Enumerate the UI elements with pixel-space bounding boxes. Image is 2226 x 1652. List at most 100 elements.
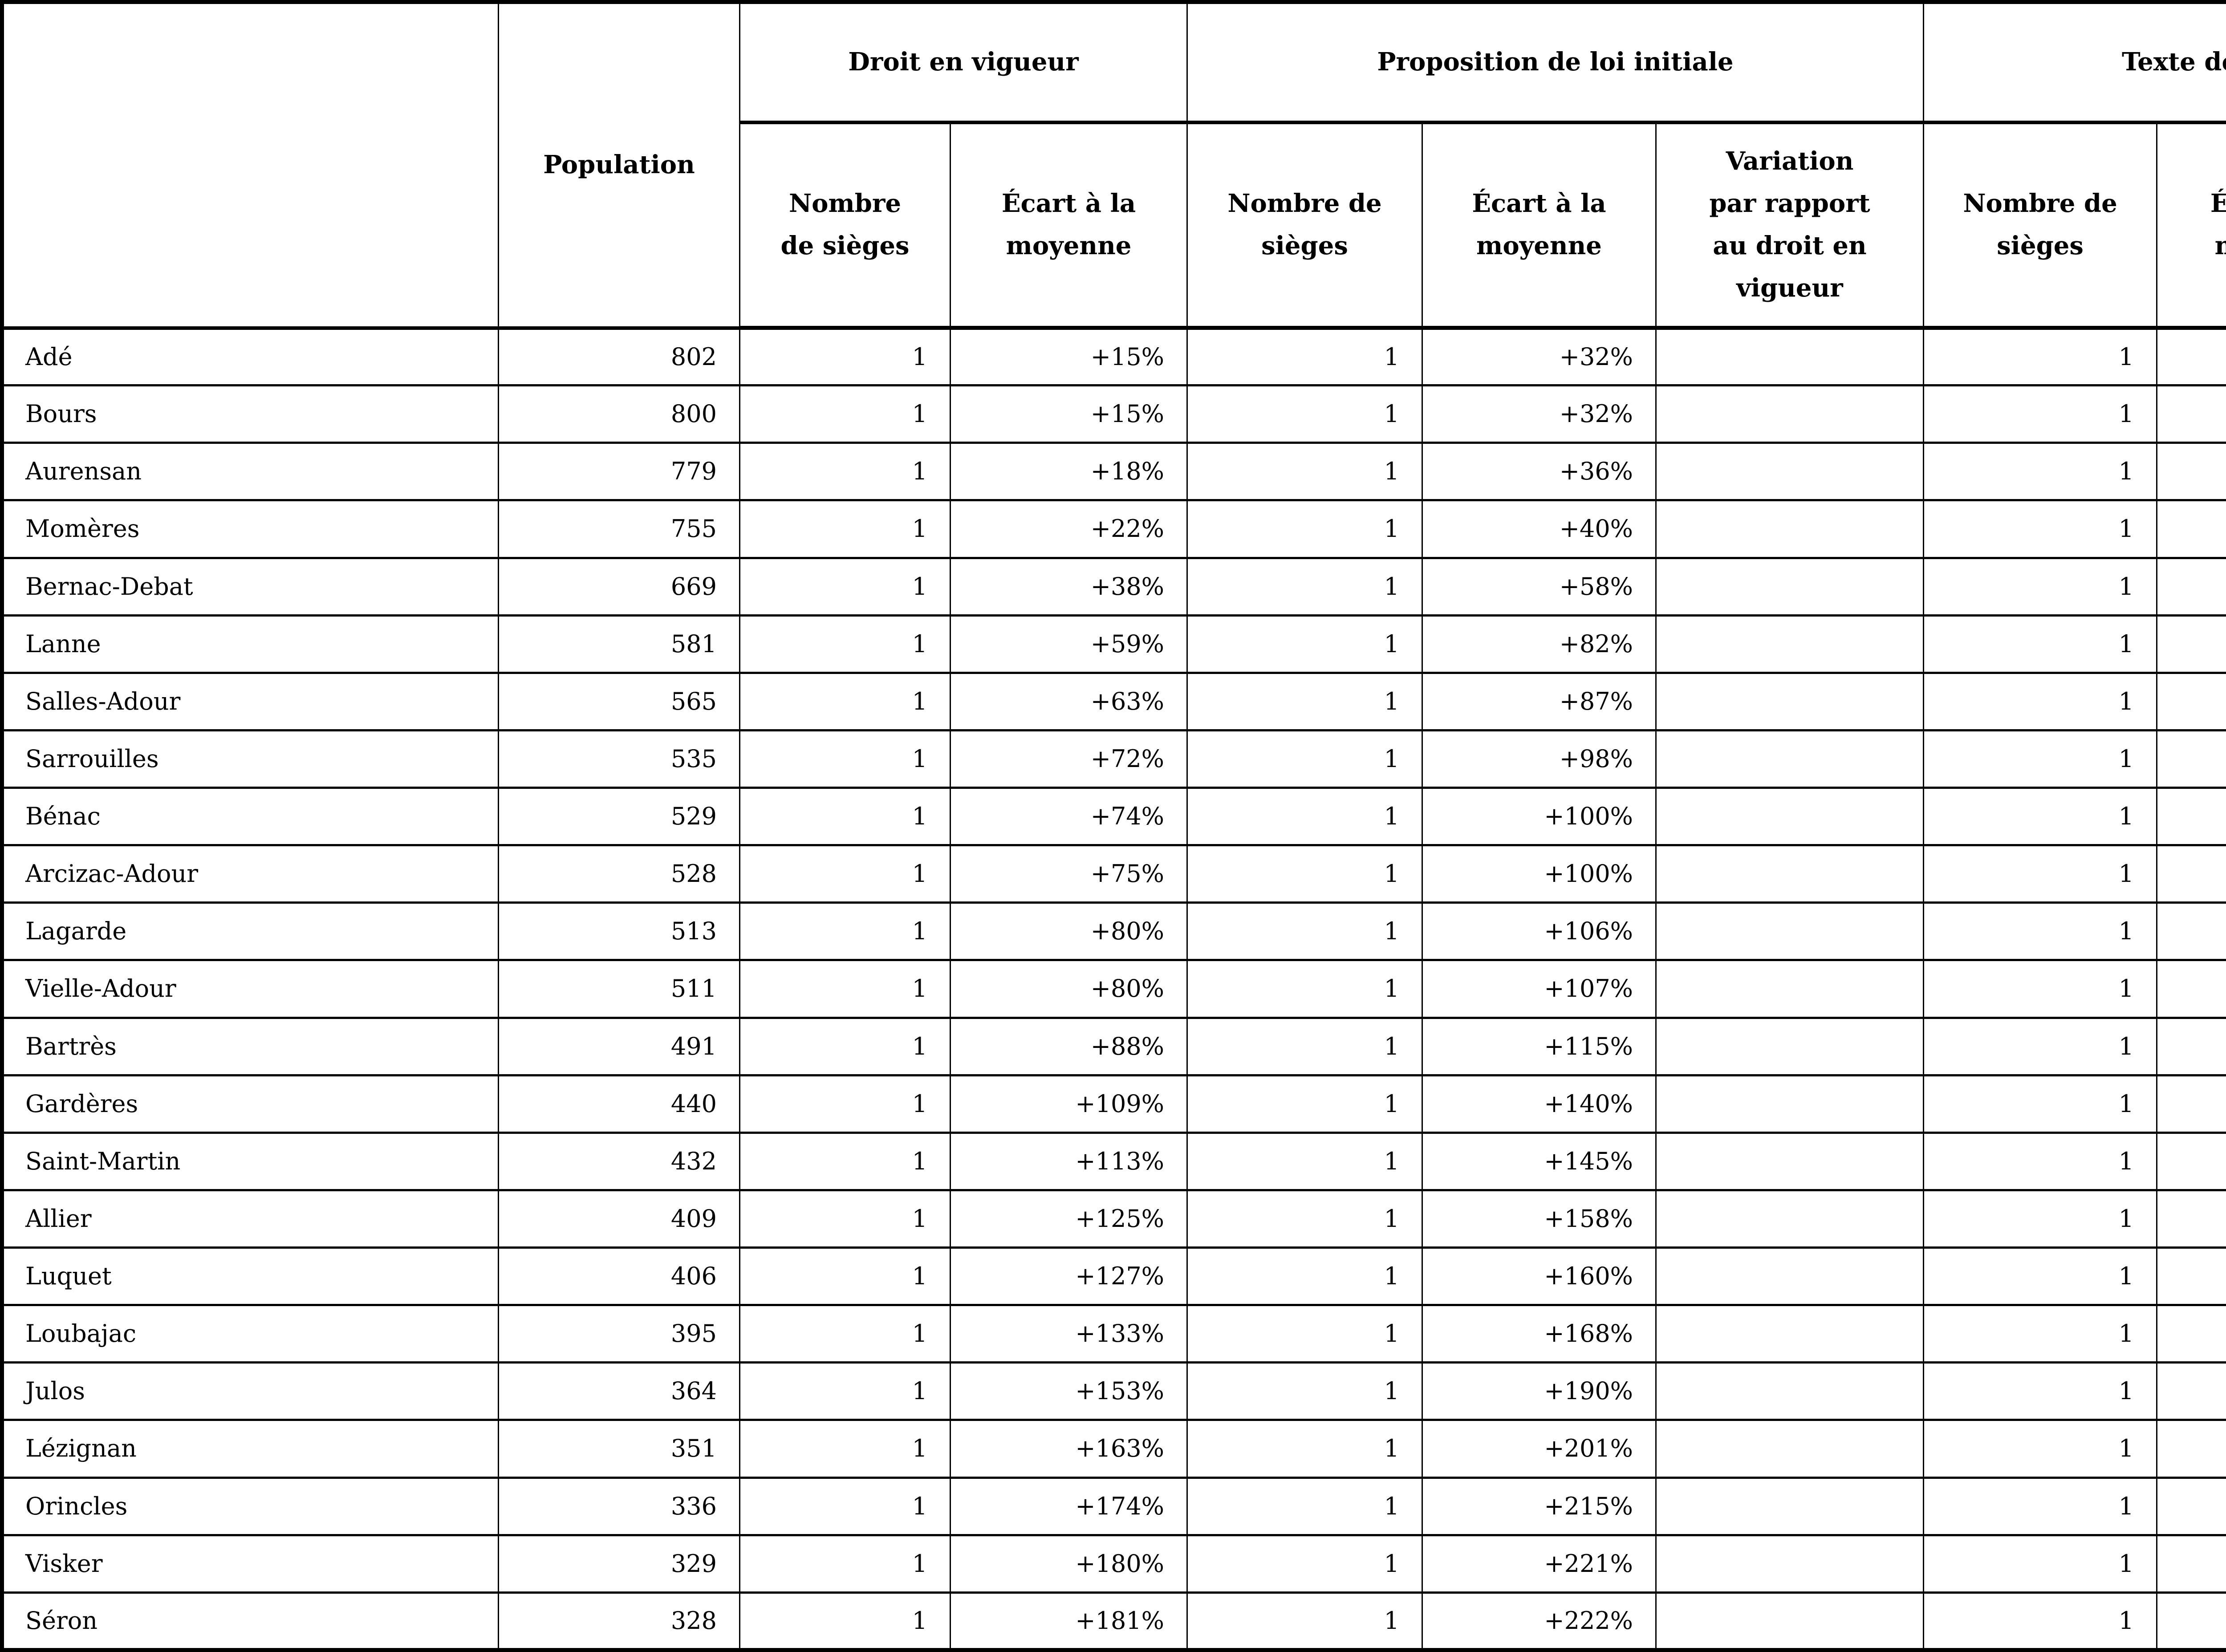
- droit-ecart-cell: +127%: [950, 1246, 1188, 1307]
- population-cell: 440: [498, 1074, 740, 1134]
- droit-ecart-cell: +88%: [950, 1016, 1188, 1076]
- header-prop-variation: Variation par rapport au droit en vigueu…: [1655, 122, 1925, 330]
- population-cell: 528: [498, 844, 740, 904]
- prop-ecart-cell: +222%: [1422, 1591, 1657, 1652]
- prop-variation-cell: [1655, 1304, 1925, 1364]
- comm-ecart-cell: +144%: [2156, 1419, 2226, 1479]
- droit-ecart-cell: +174%: [950, 1476, 1188, 1536]
- prop-variation-cell: [1655, 959, 1925, 1019]
- commune-cell: Lézignan: [1, 1419, 499, 1479]
- group-header-texte-commission: Texte de la commission: [1923, 1, 2226, 124]
- prop-sieges-cell: 1: [1186, 844, 1423, 904]
- droit-sieges-cell: 1: [739, 1189, 951, 1249]
- prop-variation-cell: [1655, 1189, 1925, 1249]
- comm-ecart-cell: +7%: [2156, 384, 2226, 444]
- prop-sieges-cell: 1: [1186, 786, 1423, 847]
- comm-ecart-cell: +98%: [2156, 1131, 2226, 1191]
- commune-cell: Lagarde: [1, 901, 499, 962]
- droit-ecart-cell: +63%: [950, 671, 1188, 731]
- population-cell: 535: [498, 729, 740, 789]
- commune-cell: Julos: [1, 1361, 499, 1421]
- commune-cell: Gardères: [1, 1074, 499, 1134]
- comm-sieges-cell: 1: [1923, 1419, 2158, 1479]
- prop-ecart-cell: +87%: [1422, 671, 1657, 731]
- prop-sieges-cell: 1: [1186, 1476, 1423, 1536]
- prop-variation-cell: [1655, 729, 1925, 789]
- comm-ecart-cell: +28%: [2156, 556, 2226, 617]
- prop-ecart-cell: +32%: [1422, 326, 1657, 387]
- prop-variation-cell: [1655, 326, 1925, 387]
- table-header: Population Droit en vigueur Proposition …: [1, 1, 2226, 330]
- header-droit-ecart-moyenne: Écart à la moyenne: [950, 122, 1188, 330]
- droit-ecart-cell: +74%: [950, 786, 1188, 847]
- comm-sieges-cell: 1: [1923, 729, 2158, 789]
- droit-sieges-cell: 1: [739, 671, 951, 731]
- comm-ecart-cell: +135%: [2156, 1361, 2226, 1421]
- comm-ecart-cell: +7%: [2156, 326, 2226, 387]
- prop-variation-cell: [1655, 1534, 1925, 1594]
- prop-ecart-cell: +190%: [1422, 1361, 1657, 1421]
- prop-ecart-cell: +215%: [1422, 1476, 1657, 1536]
- comm-ecart-cell: +62%: [2156, 844, 2226, 904]
- prop-ecart-cell: +32%: [1422, 384, 1657, 444]
- comm-ecart-cell: +95%: [2156, 1074, 2226, 1134]
- commune-cell: Orincles: [1, 1476, 499, 1536]
- commune-cell: Saint-Martin: [1, 1131, 499, 1191]
- prop-variation-cell: [1655, 384, 1925, 444]
- comm-sieges-cell: 1: [1923, 1361, 2158, 1421]
- prop-sieges-cell: 1: [1186, 1074, 1423, 1134]
- droit-sieges-cell: 1: [739, 1131, 951, 1191]
- prop-variation-cell: [1655, 901, 1925, 962]
- prop-variation-cell: [1655, 786, 1925, 847]
- commune-cell: Sarrouilles: [1, 729, 499, 789]
- commune-cell: Bours: [1, 384, 499, 444]
- population-cell: 755: [498, 499, 740, 559]
- droit-sieges-cell: 1: [739, 901, 951, 962]
- prop-sieges-cell: 1: [1186, 442, 1423, 502]
- header-comm-ecart-moyenne: Écart à la moyenne: [2156, 122, 2226, 330]
- droit-ecart-cell: +113%: [950, 1131, 1188, 1191]
- droit-sieges-cell: 1: [739, 384, 951, 444]
- droit-sieges-cell: 1: [739, 844, 951, 904]
- comm-ecart-cell: +68%: [2156, 959, 2226, 1019]
- comm-sieges-cell: 1: [1923, 442, 2158, 502]
- droit-sieges-cell: 1: [739, 1361, 951, 1421]
- comm-ecart-cell: +62%: [2156, 786, 2226, 847]
- comm-sieges-cell: 1: [1923, 671, 2158, 731]
- header-comm-nombre-sieges: Nombre de sièges: [1923, 122, 2158, 330]
- droit-sieges-cell: 1: [739, 442, 951, 502]
- comm-sieges-cell: 1: [1923, 1591, 2158, 1652]
- droit-ecart-cell: +109%: [950, 1074, 1188, 1134]
- comm-ecart-cell: +117%: [2156, 1304, 2226, 1364]
- population-cell: 802: [498, 326, 740, 387]
- group-header-row: Population Droit en vigueur Proposition …: [1, 1, 2226, 330]
- droit-sieges-cell: 1: [739, 326, 951, 387]
- comm-ecart-cell: +110%: [2156, 1189, 2226, 1249]
- prop-ecart-cell: +115%: [1422, 1016, 1657, 1076]
- population-cell: 529: [498, 786, 740, 847]
- droit-sieges-cell: 1: [739, 556, 951, 617]
- comm-ecart-cell: +48%: [2156, 614, 2226, 674]
- droit-sieges-cell: 1: [739, 1074, 951, 1134]
- prop-sieges-cell: 1: [1186, 1131, 1423, 1191]
- population-cell: 409: [498, 1189, 740, 1249]
- droit-ecart-cell: +15%: [950, 384, 1188, 444]
- prop-sieges-cell: 1: [1186, 614, 1423, 674]
- droit-sieges-cell: 1: [739, 1304, 951, 1364]
- header-prop-ecart-moyenne: Écart à la moyenne: [1422, 122, 1657, 330]
- droit-ecart-cell: +133%: [950, 1304, 1188, 1364]
- prop-ecart-cell: +201%: [1422, 1419, 1657, 1479]
- comm-sieges-cell: 1: [1923, 1074, 2158, 1134]
- prop-sieges-cell: 1: [1186, 729, 1423, 789]
- droit-ecart-cell: +75%: [950, 844, 1188, 904]
- comm-ecart-cell: +10%: [2156, 442, 2226, 502]
- commune-cell: Bartrès: [1, 1016, 499, 1076]
- commune-cell: Visker: [1, 1534, 499, 1594]
- comm-sieges-cell: 1: [1923, 901, 2158, 962]
- prop-sieges-cell: 1: [1186, 1534, 1423, 1594]
